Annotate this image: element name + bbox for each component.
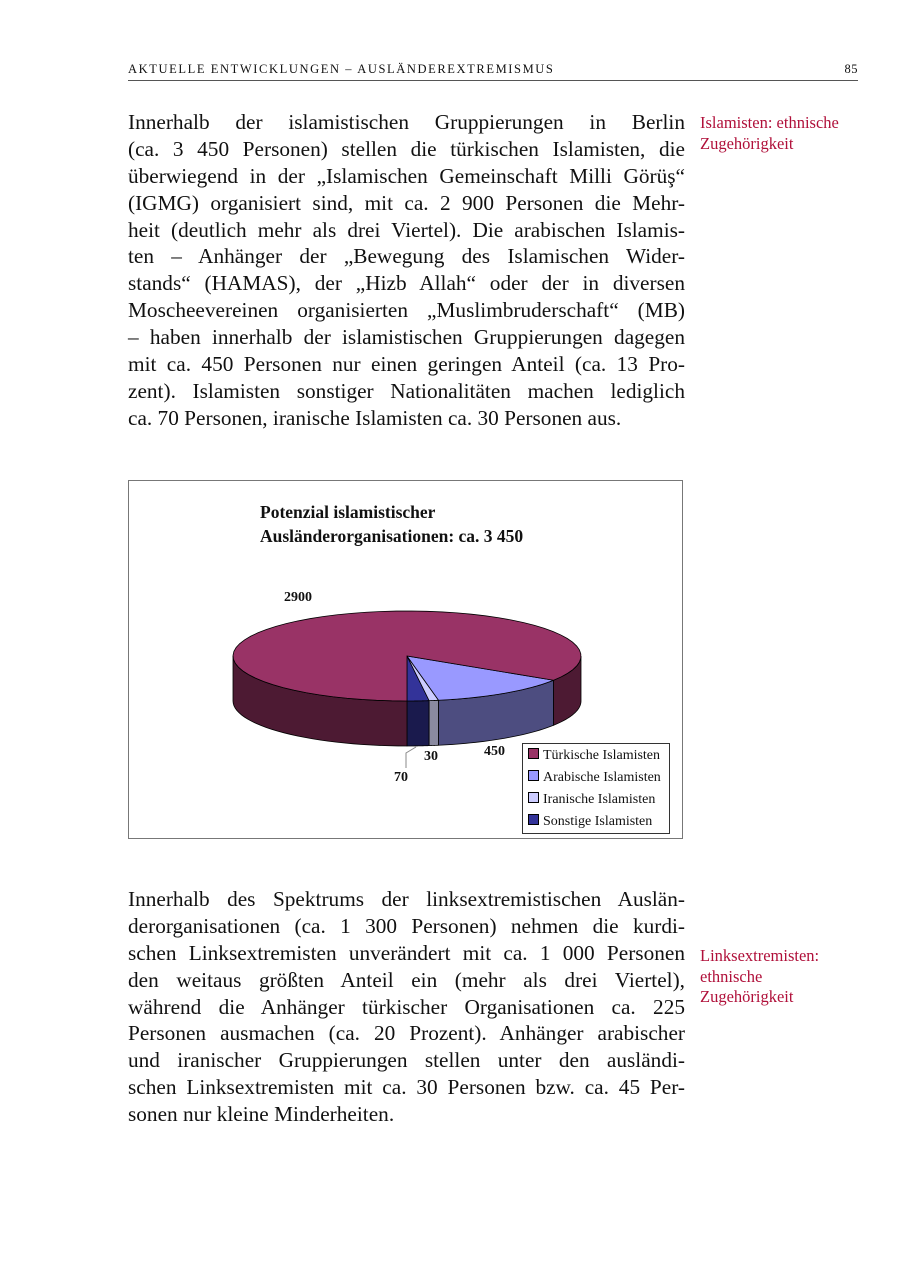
text-line: (ca. 3 450 Personen) stellen die türkisc… [128, 136, 685, 161]
legend-label: Arabische Islamisten [543, 770, 661, 785]
chart-title: Potenzial islamistischer Ausländerorgani… [260, 500, 523, 548]
text-line: überwiegend in der „Islamischen Gemeinsc… [128, 163, 685, 188]
text-line: heit (deutlich mehr als drei Viertel). D… [128, 217, 685, 242]
text-line: Zugehörigkeit [700, 987, 794, 1006]
legend-item: Türkische Islamisten [528, 746, 660, 766]
text-line: ethnische [700, 966, 763, 986]
text-line: Islamisten: ethnische [700, 113, 839, 132]
legend-swatch [528, 748, 539, 759]
legend-item: Arabische Islamisten [528, 768, 661, 788]
text-line: Innerhalb des Spektrums der linksextremi… [128, 887, 685, 911]
text-line: zent). Islamisten sonstiger Nationalität… [128, 378, 685, 403]
pie-side-sonstige [406, 700, 430, 747]
text-line: sonen nur kleine Minderheiten. [128, 1102, 395, 1127]
paragraph-islamists: Innerhalb der islamistischen Gruppierung… [128, 109, 685, 432]
legend-item: Sonstige Islamisten [528, 812, 652, 832]
margin-note-left-extremists: Linksextremisten: ethnische Zugehörigkeit [700, 946, 819, 1008]
text-line: mit ca. 450 Personen nur einen geringen … [128, 352, 685, 377]
legend-item: Iranische Islamisten [528, 790, 655, 810]
pie-chart: Potenzial islamistischer Ausländerorgani… [128, 480, 683, 839]
legend-swatch [528, 792, 539, 803]
legend-label: Iranische Islamisten [543, 792, 656, 807]
text-line: Innerhalb der islamistischen Gruppierung… [128, 110, 685, 134]
leader-line [405, 746, 417, 768]
text-line: ten – Anhänger der „Bewegung des Islamis… [128, 244, 685, 269]
data-label-iranische: 30 [424, 749, 438, 764]
pie-side-iranische [428, 699, 439, 747]
pie-slice-arabische [406, 655, 556, 701]
chart-legend: Türkische Islamisten Arabische Islamiste… [522, 743, 670, 834]
data-label-tuerkische: 2900 [284, 590, 312, 605]
text-line: den weitaus größten Anteil ein (mehr als… [128, 967, 685, 992]
legend-swatch [528, 814, 539, 825]
text-line: – haben innerhalb der islamistischen Gru… [128, 325, 685, 350]
legend-swatch [528, 770, 539, 781]
data-label-sonstige: 70 [394, 770, 408, 785]
text-line: stands“ (HAMAS), der „Hizb Allah“ oder d… [128, 271, 685, 296]
text-line: (IGMG) organisiert sind, mit ca. 2 900 P… [128, 190, 685, 215]
text-line: Moscheevereinen organisierten „Muslimbru… [128, 298, 685, 323]
paragraph-left-extremists: Innerhalb des Spektrums der linksextremi… [128, 886, 685, 1128]
text-line: schen Linksextremisten mit ca. 30 Person… [128, 1075, 685, 1100]
running-title: AKTUELLE ENTWICKLUNGEN – AUSLÄNDEREXTREM… [128, 62, 555, 76]
legend-label: Sonstige Islamisten [543, 814, 653, 829]
text-line: schen Linksextremisten unverändert mit c… [128, 940, 685, 965]
text-line: Linksextremisten: [700, 946, 820, 965]
margin-note-islamists: Islamisten: ethnische Zugehörigkeit [700, 113, 839, 154]
pie-plot [232, 610, 582, 768]
text-line: Zugehörigkeit [700, 133, 794, 153]
text-line: während die Anhänger türkischer Organisa… [128, 994, 685, 1019]
page-number: 85 [844, 62, 858, 76]
text-line: ca. 70 Personen, iranische Islamisten ca… [128, 405, 622, 430]
text-line: Personen ausmachen (ca. 20 Prozent). Anh… [128, 1021, 685, 1046]
legend-label: Türkische Islamisten [543, 748, 661, 763]
pie-slice-tuerkische [232, 610, 582, 702]
data-label-arabische: 450 [484, 744, 505, 759]
chart-title-line: Potenzial islamistischer [260, 502, 436, 522]
running-header: AKTUELLE ENTWICKLUNGEN – AUSLÄNDEREXTREM… [128, 62, 858, 81]
chart-title-line: Ausländerorganisationen: ca. 3 450 [260, 526, 524, 546]
text-line: und iranischer Gruppierungen stellen unt… [128, 1048, 685, 1073]
text-line: derorganisationen (ca. 1 300 Personen) n… [128, 913, 685, 938]
